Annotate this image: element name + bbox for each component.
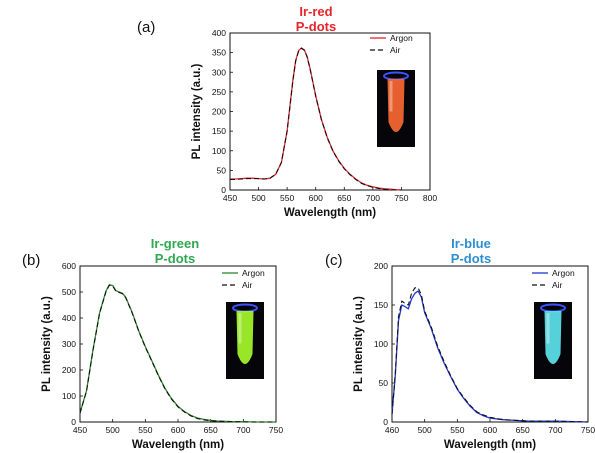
panel-a-series-air-line [230,47,402,191]
panel-c-ytick-label: 200 [374,261,388,271]
panel-b-ytick-label: 300 [62,339,76,349]
panel-a-xtick-label: 650 [337,193,351,203]
panel-a-xtick-label: 500 [251,193,265,203]
panel-c-letter: (c) [325,252,343,269]
panel-a-xtick-label: 750 [394,193,408,203]
panel-c-xtick-label: 650 [516,425,530,435]
panel-a-xtick-label: 550 [280,193,294,203]
panel-b-xtick-label: 600 [171,425,185,435]
panel-b-ytick-label: 500 [62,287,76,297]
panel-b-letter: (b) [22,252,40,269]
panel-b-y-axis-label: PL intensity (a.u.) [41,296,53,392]
panel-a-x-axis-label: Wavelength (nm) [284,207,376,219]
panel-b-xtick-label: 750 [269,425,283,435]
panel-b-xtick-label: 450 [73,425,87,435]
panel-c-y-axis-label: PL intensity (a.u.) [353,296,365,392]
panel-c-series-air-line [391,287,589,423]
panel-a-ytick-label: 200 [212,107,226,117]
panel-c-xtick-label: 550 [450,425,464,435]
panel-a-ytick-label: 250 [212,87,226,97]
panel-a-legend-label-argon: Argon [390,33,413,43]
panel-a-vial-photo [377,70,415,147]
panel-a-legend: Argon Air [370,33,413,55]
panel-c-xtick-label: 460 [385,425,399,435]
panel-b-legend-label-air: Air [242,280,253,290]
panel-a-series-argon-line [230,47,402,191]
panel-b-xtick-label: 650 [204,425,218,435]
panel-b-title: Ir-green [151,236,199,251]
panel-b-xtick-label: 700 [236,425,250,435]
panel-c-ytick-label: 0 [383,417,388,427]
panel-b-ytick-label: 100 [62,391,76,401]
panel-c-legend: Argon Air [532,268,575,290]
panel-b-ytick-label: 0 [71,417,76,427]
panel-c-ytick-label: 100 [374,339,388,349]
panel-b-xtick-label: 500 [106,425,120,435]
panel-c-subtitle: P-dots [451,251,491,266]
panel-a-xtick-label: 700 [366,193,380,203]
panel-a-ytick-label: 150 [212,126,226,136]
panel-b-vial-photo [226,302,264,379]
panel-a-xtick-label: 450 [223,193,237,203]
panel-a-ytick-label: 50 [217,165,227,175]
panel-c-x-axis-label: Wavelength (nm) [444,439,536,451]
panel-c-vial-photo [534,302,572,379]
panel-a-ytick-label: 100 [212,146,226,156]
panel-a-xtick-label: 600 [309,193,323,203]
panel-b-legend: Argon Air [222,268,265,290]
panel-a-ytick-label: 300 [212,67,226,77]
panel-c-xtick-label: 600 [483,425,497,435]
panel-b: (b) 450 500 550 600 650 700 750 0 100 200 300 400 500… [22,236,283,451]
panel-a-xtick-label: 800 [423,193,437,203]
panel-a-subtitle: P-dots [296,19,336,34]
panel-c-legend-label-argon: Argon [552,268,575,278]
panel-a-ytick-label: 0 [221,185,226,195]
panel-c-xtick-label: 750 [581,425,595,435]
panel-a-ytick-label: 350 [212,48,226,58]
panel-b-xtick-label: 550 [138,425,152,435]
panel-a-legend-label-air: Air [390,45,401,55]
panel-c-xtick-label: 500 [418,425,432,435]
panel-b-ytick-label: 600 [62,261,76,271]
panel-a: (a) 450 500 550 600 650 700 750 800 0 50 100 150 200 2… [137,4,437,219]
panel-b-legend-label-argon: Argon [242,268,265,278]
panel-b-ytick-label: 200 [62,365,76,375]
panel-a-letter: (a) [137,19,155,36]
panel-b-x-axis-label: Wavelength (nm) [132,439,224,451]
panel-c-xtick-label: 700 [548,425,562,435]
panel-c-title: Ir-blue [451,236,491,251]
panel-b-ytick-label: 400 [62,313,76,323]
panel-b-series-air-line [79,284,276,423]
panel-c: (c) 460 500 550 600 650 700 750 0 50 100 150 200 Wave… [325,236,595,451]
panel-c-ytick-label: 150 [374,300,388,310]
panel-a-y-axis-label: PL intensity (a.u.) [191,64,203,160]
panel-a-ytick-label: 400 [212,28,226,38]
panel-b-subtitle: P-dots [155,251,195,266]
panel-a-title: Ir-red [299,4,332,19]
panel-c-legend-label-air: Air [552,280,563,290]
panel-c-ytick-label: 50 [379,378,389,388]
